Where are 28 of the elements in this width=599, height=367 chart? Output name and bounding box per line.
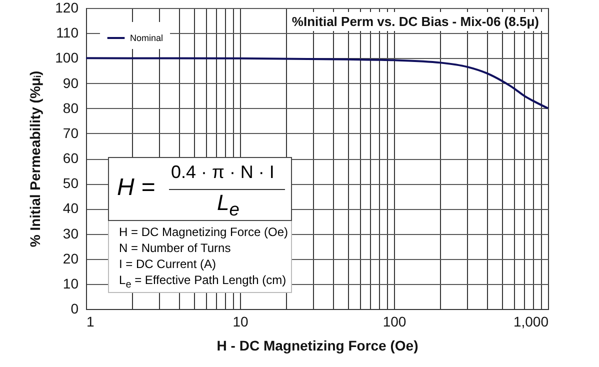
annotation: I = DC Current (A) [119,256,218,272]
x-tick-label: 100 [382,314,406,330]
y-tick-label: 60 [62,150,79,166]
y-tick-label: 110 [56,24,79,41]
y-tick-label: 20 [62,250,79,266]
legend-label: Nominal [130,33,164,43]
x-tick-label: 10 [232,314,248,330]
annotation: N = Number of Turns [119,240,232,256]
y-axis-title: % Initial Permeability (%μᵢ) [27,70,44,248]
y-tick-label: 80 [62,100,79,116]
y-tick-label: 100 [55,50,79,66]
text: %Initial Perm vs. DC Bias - Mix-06 (8.5μ) [288,12,543,31]
annotation: H = DC Magnetizing Force (Oe) [119,224,290,240]
annotation: 0.4 · π · N · I [171,162,274,183]
y-tick-label: 40 [62,200,79,216]
x-axis-title: H - DC Magnetizing Force (Oe) [216,338,418,354]
y-tick-label: 30 [62,225,79,242]
y-tick-label: 50 [62,175,79,192]
y-tick-label: 90 [62,74,79,91]
y-tick-label: 120 [55,0,79,16]
annotation: L$_{e}$ [217,190,240,220]
x-tick-label: 1,000 [513,314,549,330]
annotation: H = [117,174,156,202]
annotation: L$_{e}$ = Effective Path Length (cm) [119,272,288,292]
y-tick-label: 10 [62,275,79,292]
y-tick-label: 70 [62,124,79,141]
y-tick-label: 0 [70,300,79,316]
x-tick-label: 1 [86,314,94,330]
